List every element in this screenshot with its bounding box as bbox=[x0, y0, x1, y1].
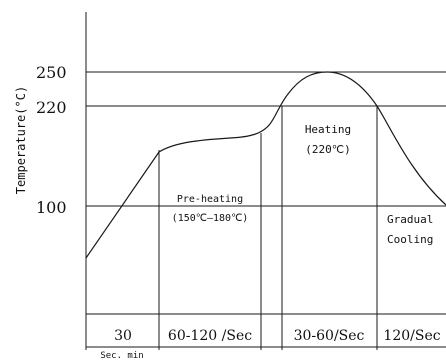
segment-label-3: 120/Sec bbox=[383, 328, 440, 344]
cooling-label-line1: Gradual bbox=[387, 213, 433, 226]
segment-label-1: 60-120 /Sec bbox=[168, 328, 252, 344]
preheat-label: Pre-heating bbox=[177, 194, 243, 205]
cooling-label-line2: Cooling bbox=[387, 233, 433, 246]
temperature-profile-curve bbox=[85, 71, 446, 259]
y-tick-250: 250 bbox=[36, 63, 67, 82]
heating-label: Heating bbox=[305, 123, 351, 136]
segment-label-0: 30 bbox=[114, 328, 132, 344]
heating-temp-label: (220℃) bbox=[305, 143, 350, 156]
preheat-range-label: (150℃—180℃) bbox=[172, 213, 249, 224]
y-axis-label: Temperature(°C) bbox=[14, 86, 28, 194]
x-unit-label: Sec. min bbox=[100, 351, 143, 360]
segment-label-2: 30-60/Sec bbox=[294, 328, 365, 344]
y-tick-220: 220 bbox=[36, 98, 67, 117]
y-tick-100: 100 bbox=[36, 198, 67, 217]
